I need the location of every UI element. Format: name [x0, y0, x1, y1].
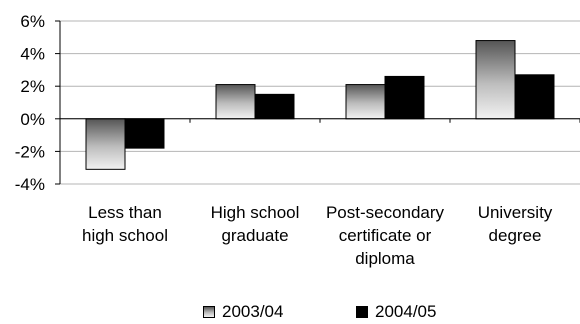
- bars: [85, 40, 555, 170]
- y-tick-label: -2%: [15, 142, 45, 161]
- x-tick-label-line: certificate or: [338, 226, 432, 245]
- x-tick-label-line: graduate: [221, 226, 289, 245]
- bar-2004-05-1: [124, 118, 165, 149]
- bar-2003-04-1: [85, 118, 126, 170]
- x-tick-label: Post-secondary certificate or diploma: [310, 201, 460, 270]
- y-tick-labels: -4% -2% 0% 2% 4% 6%: [15, 12, 45, 194]
- axes: [55, 20, 580, 185]
- x-tick-label-line: Post-secondary: [325, 203, 445, 222]
- bar-2003-04-4: [475, 40, 516, 120]
- y-tick-label: 6%: [20, 12, 45, 31]
- x-tick-label-line: High school: [210, 203, 300, 222]
- legend-label-2003-04: 2003/04: [222, 302, 284, 321]
- y-tick-label: -4%: [15, 175, 45, 194]
- legend-swatch-2003-04: [203, 306, 215, 318]
- bar-2003-04-3: [345, 84, 386, 120]
- x-tick-label-line: University: [477, 203, 553, 222]
- bar-2004-05-2: [254, 93, 295, 120]
- x-tick-label-line: Less than: [88, 203, 162, 222]
- legend-item-2003-04: 2003/04: [203, 300, 283, 324]
- bar-2004-05-4: [514, 74, 555, 120]
- legend-swatch-2004-05: [356, 306, 368, 318]
- legend-item-2004-05: 2004/05: [356, 300, 436, 324]
- bar-2004-05-3: [384, 75, 425, 120]
- bar-2003-04-2: [215, 84, 256, 120]
- legend-label-2004-05: 2004/05: [375, 302, 437, 321]
- x-tick-label-line: degree: [488, 226, 542, 245]
- y-tick-label: 4%: [20, 45, 45, 64]
- x-tick-label-line: high school: [81, 226, 168, 245]
- y-tick-label: 2%: [20, 77, 45, 96]
- x-tick-label: High school graduate: [180, 201, 330, 247]
- x-tick-label-line: diploma: [355, 249, 415, 268]
- legend: 2003/04 2004/05: [0, 300, 580, 324]
- x-tick-label: Less than high school: [50, 201, 200, 247]
- y-tick-label: 0%: [20, 110, 45, 129]
- x-tick-label: University degree: [440, 201, 580, 247]
